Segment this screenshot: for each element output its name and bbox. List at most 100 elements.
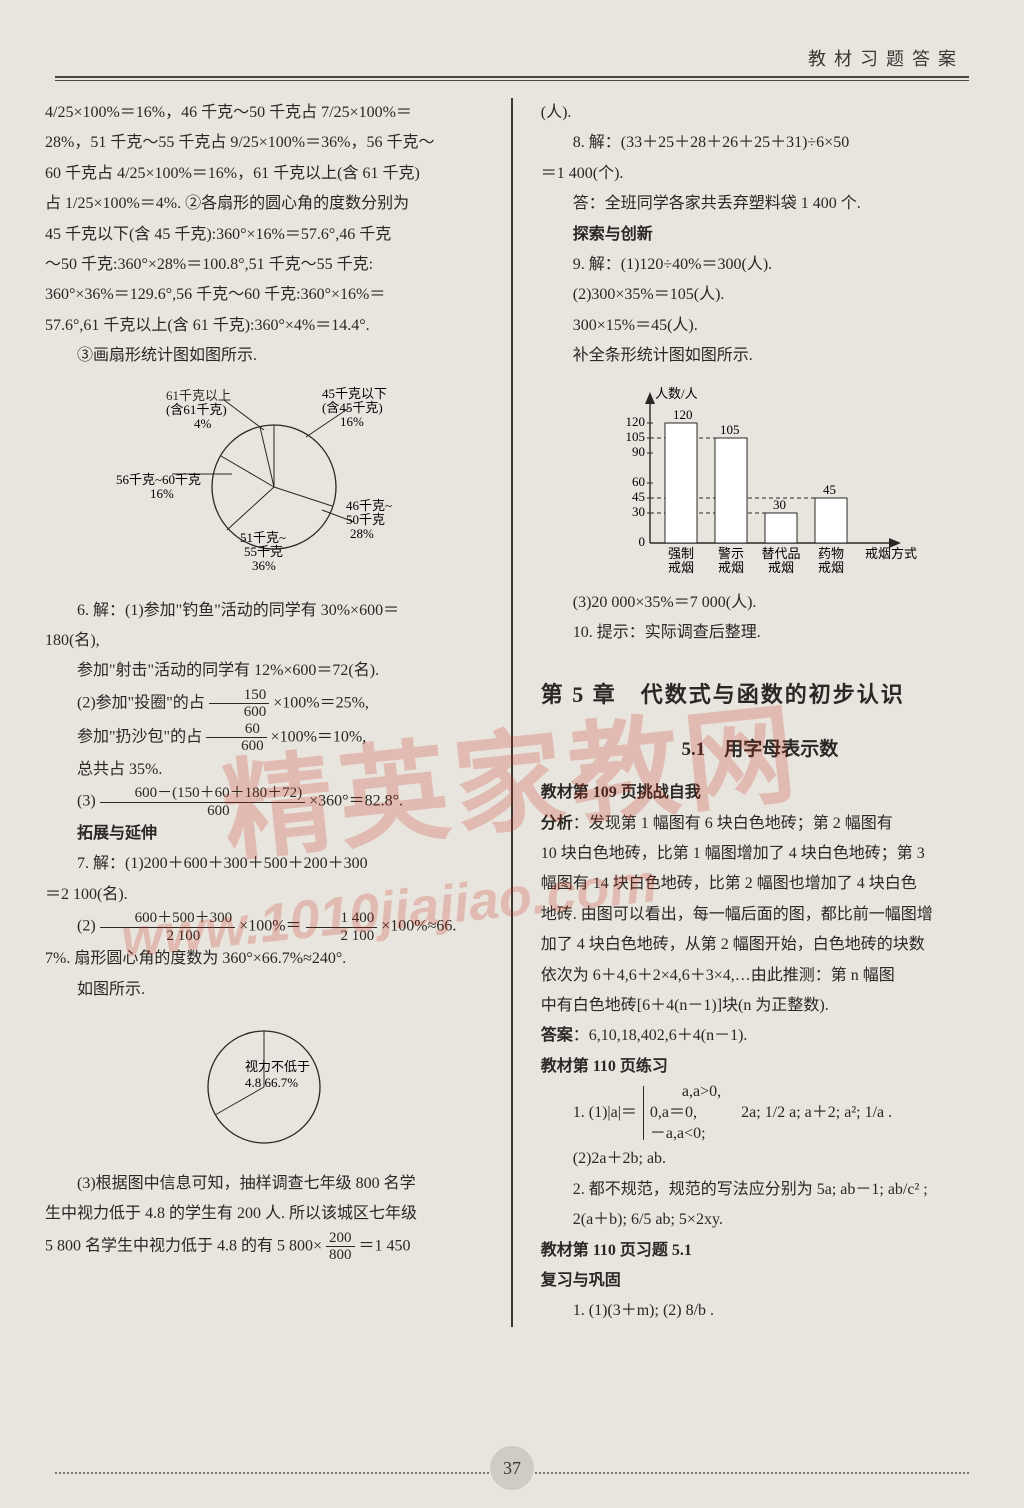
line: 9. 解：(1)120÷40%＝300(人). xyxy=(541,250,979,280)
line: (2)2a＋2b; ab. xyxy=(541,1144,979,1174)
line: (3)20 000×35%＝7 000(人). xyxy=(541,588,979,618)
header-rule-2 xyxy=(55,80,969,81)
svg-text:51千克~: 51千克~ xyxy=(240,530,286,545)
line: (2) 600＋500＋3002 100 ×100%＝ 1 4002 100 ×… xyxy=(45,910,483,944)
line: (人). xyxy=(541,98,979,128)
svg-text:105: 105 xyxy=(720,422,740,437)
svg-text:人数/人: 人数/人 xyxy=(655,386,698,401)
line: 300×15%＝45(人). xyxy=(541,311,979,341)
svg-text:56千克~60千克: 56千克~60千克 xyxy=(116,472,201,487)
line: 5 800 名学生中视力低于 4.8 的有 5 800× 200800 ＝1 4… xyxy=(45,1230,483,1264)
subsection-header: 复习与巩固 xyxy=(541,1266,979,1296)
line: 总共占 35%. xyxy=(45,755,483,785)
line: 8. 解：(33＋25＋28＋26＋25＋31)÷6×50 xyxy=(541,128,979,158)
line: 幅图有 14 块白色地砖，比第 2 幅图也增加了 4 块白色 xyxy=(541,869,979,899)
svg-text:戒烟: 戒烟 xyxy=(668,560,694,575)
line: 地砖. 由图可以看出，每一幅后面的图，都比前一幅图增 xyxy=(541,900,979,930)
svg-text:16%: 16% xyxy=(340,414,364,429)
line: 补全条形统计图如图所示. xyxy=(541,341,979,371)
column-divider xyxy=(511,98,512,1327)
svg-text:45: 45 xyxy=(823,482,836,497)
svg-text:戒烟: 戒烟 xyxy=(768,560,794,575)
line: 10. 提示：实际调查后整理. xyxy=(541,618,979,648)
svg-text:药物: 药物 xyxy=(818,546,844,561)
svg-text:90: 90 xyxy=(632,444,645,459)
svg-text:警示: 警示 xyxy=(718,546,744,561)
svg-text:0: 0 xyxy=(638,534,645,549)
line: 6. 解：(1)参加"钓鱼"活动的同学有 30%×600＝ xyxy=(45,596,483,626)
line: ＝2 100(名). xyxy=(45,880,483,910)
svg-text:120: 120 xyxy=(673,407,693,422)
line: 28%，51 千克～55 千克占 9/25×100%＝36%，56 千克～ xyxy=(45,128,483,158)
svg-text:强制: 强制 xyxy=(668,546,694,561)
line: ～50 千克:360°×28%＝100.8°,51 千克～55 千克: xyxy=(45,250,483,280)
line: 加了 4 块白色地砖，从第 2 幅图开始，白色地砖的块数 xyxy=(541,930,979,960)
svg-text:105: 105 xyxy=(625,429,645,444)
svg-text:4%: 4% xyxy=(194,416,212,431)
line: 分析：发现第 1 幅图有 6 块白色地砖；第 2 幅图有 xyxy=(541,809,979,839)
page-header: 教材习题答案 xyxy=(808,42,964,76)
line: 中有白色地砖[6＋4(n－1)]块(n 为正整数). xyxy=(541,991,979,1021)
textbook-ref: 教材第 110 页练习 xyxy=(541,1052,979,1082)
line: 4/25×100%＝16%，46 千克～50 千克占 7/25×100%＝ xyxy=(45,98,483,128)
line: 57.6°,61 千克以上(含 61 千克):360°×4%＝14.4°. xyxy=(45,311,483,341)
line: 占 1/25×100%＝4%. ②各扇形的圆心角的度数分别为 xyxy=(45,189,483,219)
svg-text:46千克~: 46千克~ xyxy=(346,498,392,513)
svg-text:4.8 66.7%: 4.8 66.7% xyxy=(245,1075,298,1090)
left-column: 4/25×100%＝16%，46 千克～50 千克占 7/25×100%＝ 28… xyxy=(45,98,483,1327)
line: 45 千克以下(含 45 千克):360°×16%＝57.6°,46 千克 xyxy=(45,220,483,250)
line: 10 块白色地砖，比第 1 幅图增加了 4 块白色地砖；第 3 xyxy=(541,839,979,869)
line: 2. 都不规范，规范的写法应分别为 5a; ab－1; ab/c² ; xyxy=(541,1175,979,1205)
section-title: 5.1 用字母表示数 xyxy=(541,732,979,768)
svg-text:16%: 16% xyxy=(150,486,174,501)
line: 360°×36%＝129.6°,56 千克～60 千克:360°×16%＝ xyxy=(45,280,483,310)
pie-chart-1: 61千克以上 (含61千克) 4% 45千克以下 (含45千克) 16% 46千… xyxy=(45,382,483,582)
line: 180(名), xyxy=(45,626,483,656)
svg-text:替代品: 替代品 xyxy=(761,546,800,561)
svg-text:55千克: 55千克 xyxy=(244,544,283,559)
line: 7%. 扇形圆心角的度数为 360°×66.7%≈240°. xyxy=(45,944,483,974)
line: ＝1 400(个). xyxy=(541,159,979,189)
line: 60 千克占 4/25×100%＝16%，61 千克以上(含 61 千克) xyxy=(45,159,483,189)
svg-text:45: 45 xyxy=(632,489,645,504)
svg-text:36%: 36% xyxy=(252,558,276,573)
svg-text:28%: 28% xyxy=(350,526,374,541)
svg-text:戒烟: 戒烟 xyxy=(818,560,844,575)
line: 如图所示. xyxy=(45,975,483,1005)
line: (2)参加"投圈"的占 150600 ×100%＝25%, xyxy=(45,687,483,721)
textbook-ref: 教材第 109 页挑战自我 xyxy=(541,778,979,808)
line: 答：全班同学各家共丢弃塑料袋 1 400 个. xyxy=(541,189,979,219)
line: 参加"扔沙包"的占 60600 ×100%＝10%, xyxy=(45,721,483,755)
chapter-title: 第 5 章 代数式与函数的初步认识 xyxy=(541,674,979,716)
line: 7. 解：(1)200＋600＋300＋500＋200＋300 xyxy=(45,849,483,879)
textbook-ref: 教材第 110 页习题 5.1 xyxy=(541,1236,979,1266)
svg-text:45千克以下: 45千克以下 xyxy=(322,386,387,401)
right-column: (人). 8. 解：(33＋25＋28＋26＋25＋31)÷6×50 ＝1 40… xyxy=(541,98,979,1327)
svg-text:30: 30 xyxy=(632,504,645,519)
line: 2(a＋b); 6/5 ab; 5×2xy. xyxy=(541,1205,979,1235)
line: (2)300×35%＝105(人). xyxy=(541,280,979,310)
line: 答案：6,10,18,402,6＋4(n－1). xyxy=(541,1021,979,1051)
header-rule xyxy=(55,76,969,78)
line: 1. (1)|a|＝ a,a>0, 0,a＝0, －a,a<0; 2a; 1/2… xyxy=(541,1082,979,1144)
svg-text:视力不低于: 视力不低于 xyxy=(245,1059,310,1074)
line: (3) 600－(150＋60＋180＋72)600 ×360°＝82.8°. xyxy=(45,785,483,819)
svg-text:60: 60 xyxy=(632,474,645,489)
svg-text:61千克以上: 61千克以上 xyxy=(166,388,231,403)
line: 依次为 6＋4,6＋2×4,6＋3×4,…由此推测：第 n 幅图 xyxy=(541,961,979,991)
page-number: 37 xyxy=(0,1446,1024,1490)
line: 生中视力低于 4.8 的学生有 200 人. 所以该城区七年级 xyxy=(45,1199,483,1229)
bar-chart: 人数/人 戒烟方式 120 105 90 60 45 30 0 xyxy=(541,378,979,578)
svg-text:(含61千克): (含61千克) xyxy=(166,402,227,417)
svg-text:120: 120 xyxy=(625,414,645,429)
svg-text:30: 30 xyxy=(773,497,786,512)
svg-text:50千克: 50千克 xyxy=(346,512,385,527)
svg-text:戒烟: 戒烟 xyxy=(718,560,744,575)
subsection-header: 拓展与延伸 xyxy=(45,819,483,849)
subsection-header: 探索与创新 xyxy=(541,220,979,250)
line: 参加"射击"活动的同学有 12%×600＝72(名). xyxy=(45,656,483,686)
svg-text:(含45千克): (含45千克) xyxy=(322,400,383,415)
svg-text:戒烟方式: 戒烟方式 xyxy=(865,546,917,561)
line: 1. (1)(3＋m); (2) 8/b . xyxy=(541,1296,979,1326)
line: ③画扇形统计图如图所示. xyxy=(45,341,483,371)
